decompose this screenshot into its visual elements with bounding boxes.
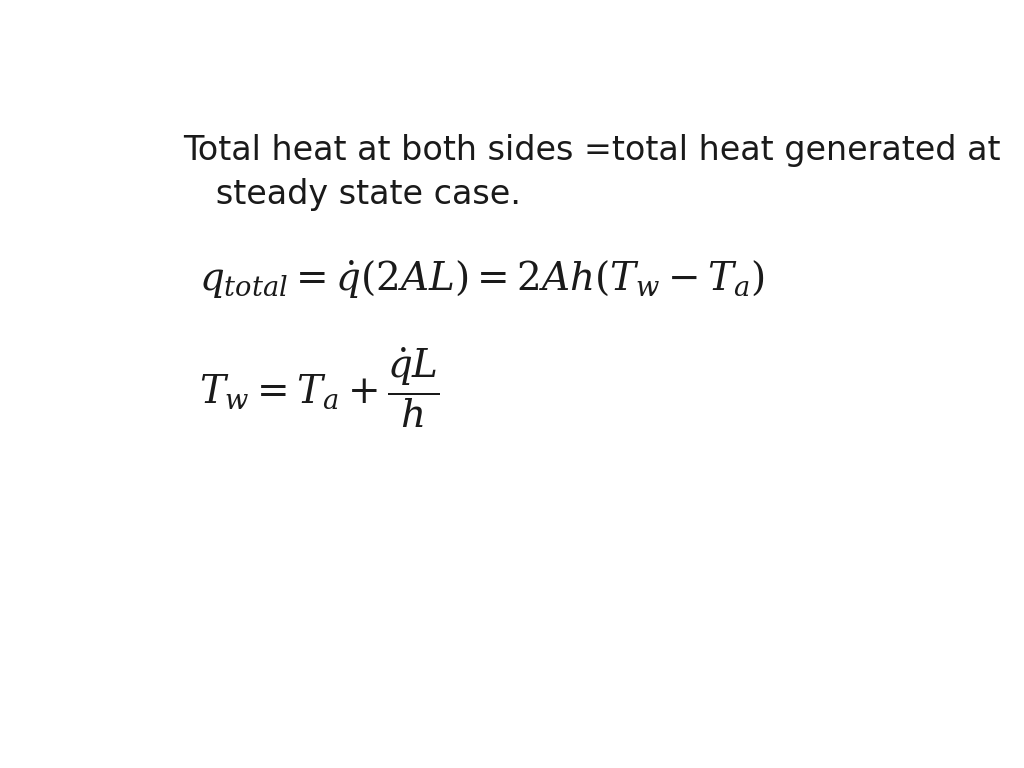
Text: steady state case.: steady state case. [183,178,520,211]
Text: $q_{total} = \dot{q}(2AL) = 2Ah(T_w - T_a)$: $q_{total} = \dot{q}(2AL) = 2Ah(T_w - T_… [200,258,765,300]
Text: Total heat at both sides =total heat generated at: Total heat at both sides =total heat gen… [183,134,1001,167]
Text: $T_w = T_a + \dfrac{\dot{q}L}{h}$: $T_w = T_a + \dfrac{\dot{q}L}{h}$ [200,346,440,430]
